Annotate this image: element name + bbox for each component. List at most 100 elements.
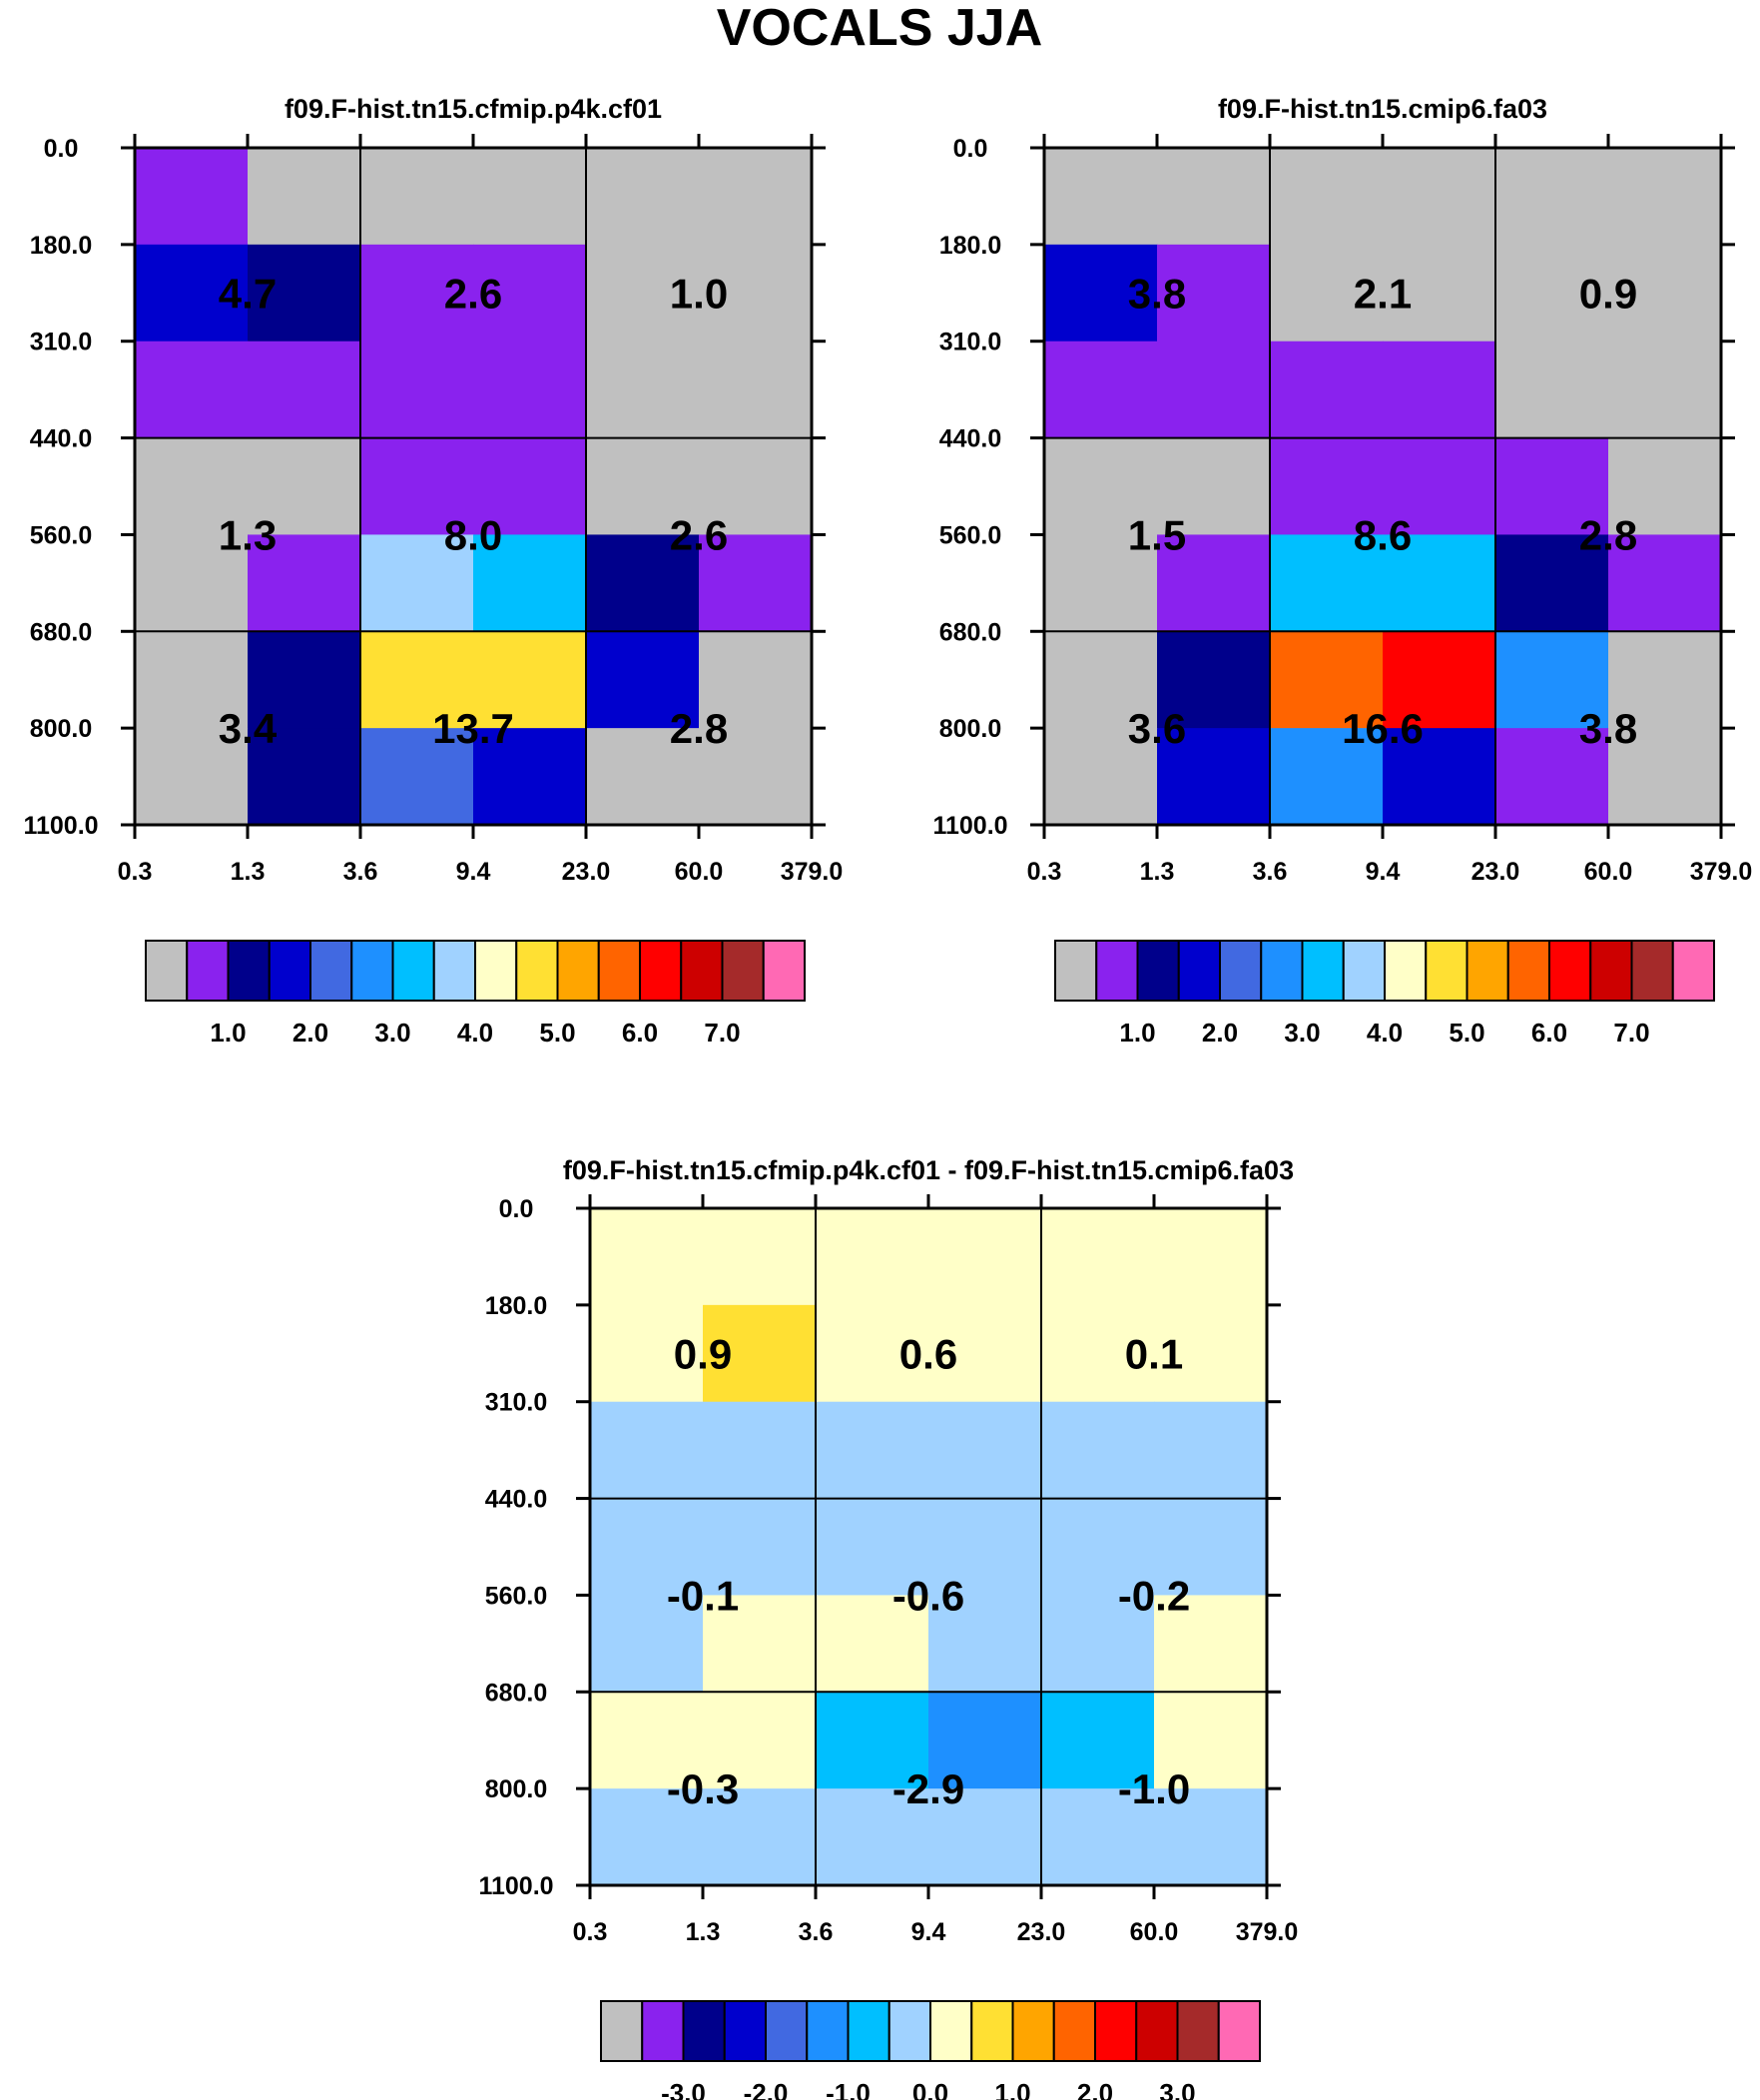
- heatmap-cell: [360, 534, 474, 632]
- heatmap-cell: [703, 1595, 817, 1693]
- y-tick-label: 180.0: [485, 1292, 548, 1320]
- heatmap-cell: [699, 534, 813, 632]
- panel-title: f09.F-hist.tn15.cmip6.fa03: [1218, 94, 1547, 124]
- colorbar-box: [1095, 940, 1139, 1002]
- heatmap-cell: [1044, 728, 1158, 826]
- data-label: 2.8: [670, 705, 728, 752]
- y-tick-label: 800.0: [30, 715, 93, 743]
- y-tick-label: 0.0: [44, 135, 79, 163]
- colorbar-label: 3.0: [1159, 2078, 1195, 2100]
- heatmap-cell: [1044, 244, 1158, 343]
- y-tick-label: 440.0: [485, 1486, 548, 1514]
- heatmap-cell: [360, 148, 474, 246]
- colorbar-label: 1.0: [210, 1018, 246, 1048]
- x-tick-label: 9.4: [456, 858, 491, 886]
- heatmap-cell: [1041, 1595, 1155, 1693]
- data-label: 2.8: [1579, 511, 1637, 558]
- data-label: 1.5: [1128, 511, 1186, 558]
- heatmap-cell: [703, 1788, 817, 1886]
- heatmap-cell: [1154, 1498, 1268, 1597]
- colorbar-box: [806, 2000, 850, 2062]
- heatmap-cell: [699, 437, 813, 536]
- heatmap-cell: [590, 1498, 704, 1597]
- heatmap-cell: [586, 341, 700, 439]
- colorbar-box: [762, 940, 806, 1002]
- y-tick-label: 800.0: [485, 1775, 548, 1803]
- heatmap-cell: [135, 341, 249, 439]
- heatmap-cell: [928, 1692, 1042, 1789]
- heatmap-cell: [703, 1208, 817, 1306]
- panel-title: f09.F-hist.tn15.cfmip.p4k.cf01 - f09.F-h…: [563, 1155, 1294, 1185]
- heatmap-cell: [248, 244, 361, 343]
- colorbar-box: [723, 2000, 767, 2062]
- heatmap-cell: [1157, 244, 1271, 343]
- heatmap-cell: [586, 631, 700, 729]
- heatmap-cell: [1270, 341, 1384, 439]
- colorbar-label: 7.0: [1613, 1018, 1649, 1048]
- heatmap-cell: [1157, 148, 1271, 246]
- colorbar-box: [682, 2000, 726, 2062]
- x-tick-label: 60.0: [1584, 858, 1633, 886]
- heatmap-cell: [360, 437, 474, 536]
- y-tick-label: 0.0: [499, 1195, 534, 1223]
- colorbar-box: [1219, 940, 1263, 1002]
- colorbar-label: 5.0: [1449, 1018, 1484, 1048]
- heatmap-cell: [473, 534, 587, 632]
- data-label: 13.7: [432, 705, 514, 752]
- heatmap-cell: [248, 341, 361, 439]
- heatmap-cell: [1270, 728, 1384, 826]
- x-tick-label: 3.6: [1253, 858, 1288, 886]
- heatmap-cell: [1157, 631, 1271, 729]
- colorbar-box: [1135, 2000, 1179, 2062]
- colorbar-box: [515, 940, 559, 1002]
- colorbar-box: [721, 940, 765, 1002]
- colorbar-box: [1094, 2000, 1138, 2062]
- colorbar-box: [1342, 940, 1386, 1002]
- heatmap-cell: [135, 437, 249, 536]
- heatmap-cell: [1495, 437, 1609, 536]
- x-tick-label: 1.3: [1140, 858, 1175, 886]
- heatmap-cell: [1154, 1401, 1268, 1500]
- colorbar-box: [1054, 940, 1098, 1002]
- data-label: 2.1: [1354, 270, 1412, 317]
- heatmap-cell: [1154, 1595, 1268, 1693]
- x-tick-label: 9.4: [911, 1918, 946, 1946]
- y-tick-label: 680.0: [485, 1679, 548, 1707]
- heatmap-cell: [1044, 437, 1158, 536]
- heatmap-cell: [590, 1595, 704, 1693]
- heatmap-cell: [1495, 341, 1609, 439]
- heatmap-cell: [1495, 534, 1609, 632]
- heatmap-cell: [1495, 148, 1609, 246]
- heatmap-cell: [473, 148, 587, 246]
- data-label: 16.6: [1342, 705, 1424, 752]
- colorbar-label: 2.0: [293, 1018, 328, 1048]
- y-tick-label: 440.0: [939, 425, 1002, 453]
- heatmap-cell: [590, 1788, 704, 1886]
- data-label: 1.3: [219, 511, 277, 558]
- x-tick-label: 379.0: [781, 858, 844, 886]
- heatmap-cell: [1154, 1692, 1268, 1789]
- heatmap-cell: [1041, 1304, 1155, 1403]
- heatmap-cell: [1608, 631, 1722, 729]
- colorbar-box: [1548, 940, 1592, 1002]
- colorbar-box: [639, 940, 683, 1002]
- heatmap-cell: [248, 437, 361, 536]
- data-label: 3.4: [219, 705, 278, 752]
- colorbar-label: 6.0: [622, 1018, 658, 1048]
- y-tick-label: 800.0: [939, 715, 1002, 743]
- heatmap-cell: [1608, 148, 1722, 246]
- colorbar-box: [887, 2000, 931, 2062]
- heatmap-cell: [699, 341, 813, 439]
- colorbar-label: 3.0: [374, 1018, 410, 1048]
- colorbar-box: [1301, 940, 1345, 1002]
- panel-title: f09.F-hist.tn15.cfmip.p4k.cf01: [285, 94, 662, 124]
- colorbar-label: -3.0: [661, 2078, 706, 2100]
- data-label: -0.3: [667, 1765, 739, 1812]
- heatmap-cell: [1495, 244, 1609, 343]
- heatmap-cell: [473, 728, 587, 826]
- y-tick-label: 1100.0: [23, 812, 98, 840]
- x-tick-label: 379.0: [1690, 858, 1753, 886]
- colorbar-label: 6.0: [1531, 1018, 1567, 1048]
- colorbar-box: [1506, 940, 1550, 1002]
